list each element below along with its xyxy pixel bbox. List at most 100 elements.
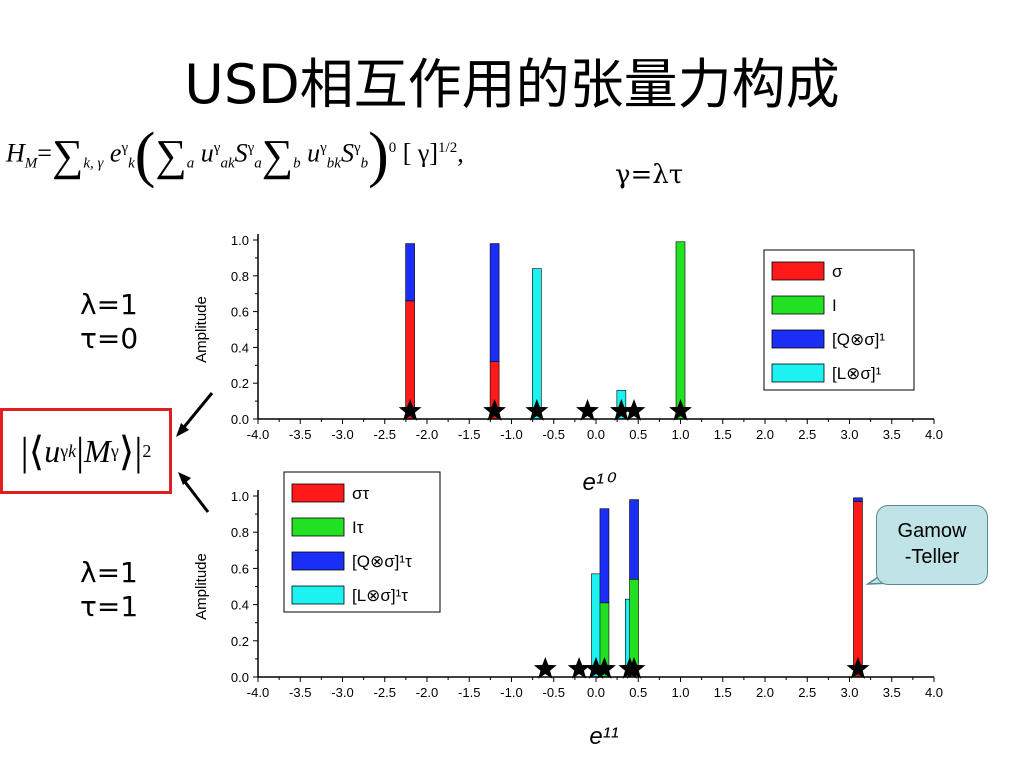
matrix-m-sup: γ — [110, 440, 119, 461]
state-marker-star — [533, 657, 557, 679]
callout-line1: Gamow — [897, 520, 967, 542]
matrix-m: M — [84, 432, 111, 469]
top-lambda: λ=1 — [80, 288, 138, 321]
x-tick-label: -1.5 — [458, 427, 480, 442]
x-tick-label: 3.0 — [840, 427, 858, 442]
x-tick-label: 0.0 — [587, 427, 605, 442]
matrix-mid-bar: | — [76, 428, 85, 474]
right-paren: ) — [368, 121, 389, 189]
sum-b-sub: b — [293, 155, 301, 172]
state-marker-star — [483, 399, 506, 421]
x-tick-label: 4.0 — [925, 427, 943, 442]
state-marker-star — [525, 399, 549, 421]
x-tick-label: -3.5 — [289, 685, 311, 700]
formula-u2: u — [307, 138, 321, 168]
state-marker-star — [593, 657, 616, 679]
y-tick-label: 0.8 — [231, 269, 249, 284]
arrow-head-top — [176, 423, 189, 437]
arrow-to-top-chart — [178, 392, 214, 433]
legend-swatch — [291, 483, 345, 503]
bar-segment — [853, 497, 863, 502]
sum-sign-b: ∑ — [261, 131, 294, 180]
arrow-to-bottom-chart — [180, 477, 210, 513]
x-tick-label: -1.0 — [500, 427, 522, 442]
x-tick-label: -0.5 — [543, 427, 565, 442]
legend-swatch — [291, 517, 345, 537]
legend-label: [Q⊗σ]¹ — [832, 330, 885, 349]
formula-s2: S — [340, 138, 354, 168]
formula-e-sup: γ — [121, 139, 129, 156]
x-tick-label: -2.5 — [374, 427, 396, 442]
y-tick-label: 0.6 — [231, 305, 249, 320]
state-marker-star — [584, 657, 608, 679]
x-tick-label: 2.0 — [756, 427, 774, 442]
matrix-u: u — [44, 432, 61, 469]
state-marker-star — [669, 399, 692, 421]
y-tick-label: 0.0 — [231, 670, 249, 685]
y-tick-label: 0.2 — [231, 634, 249, 649]
y-tick-label: 0.0 — [231, 412, 249, 427]
slide-title: USD相互作用的张量力构成 — [184, 53, 840, 116]
legend-swatch — [771, 261, 825, 281]
y-tick-label: 0.4 — [231, 598, 249, 613]
state-marker-star — [567, 657, 591, 679]
top-quantum-numbers: λ=1 τ=0 — [80, 288, 138, 356]
formula-equals: = — [37, 138, 52, 168]
legend-label: [L⊗σ]¹τ — [352, 586, 408, 605]
legend-swatch — [291, 585, 345, 605]
formula-outer-sup: 0 — [388, 139, 397, 156]
legend-swatch — [771, 363, 825, 383]
x-tick-label: -2.0 — [416, 427, 438, 442]
x-tick-label: 3.5 — [883, 685, 901, 700]
formula-e-sub: k — [128, 155, 135, 172]
x-tick-label: 1.5 — [714, 427, 732, 442]
x-tick-label: -3.5 — [289, 427, 311, 442]
x-tick-label: 2.5 — [798, 427, 816, 442]
bottom-tau: τ=1 — [80, 590, 139, 623]
matrix-left-bars: |⟨ — [20, 428, 45, 474]
legend-label: I — [832, 296, 837, 315]
formula-u1: u — [200, 138, 214, 168]
y-axis-label: Amplitude — [193, 296, 210, 363]
formula-u1-sup: γ — [213, 139, 221, 156]
bar-segment — [853, 501, 863, 678]
formula-s2-sub: b — [360, 155, 369, 172]
state-marker-star — [622, 657, 646, 679]
left-paren: ( — [134, 121, 156, 189]
state-marker-star — [846, 657, 870, 679]
formula-tail: , — [457, 138, 464, 168]
y-tick-label: 0.6 — [231, 561, 249, 576]
sum-sign-k: ∑ — [51, 131, 84, 180]
formula-lhs: H — [6, 138, 25, 168]
gamma-relation: γ=λτ — [615, 160, 684, 190]
matrix-u-sub: k — [68, 440, 77, 461]
matrix-u-sup: γ — [60, 440, 69, 461]
bar-segment — [489, 243, 500, 363]
legend-swatch — [291, 551, 345, 571]
gamow-teller-callout: Gamow -Teller — [876, 505, 988, 585]
x-tick-label: -2.5 — [374, 685, 396, 700]
bar-segment — [405, 243, 415, 302]
legend-label: [L⊗σ]¹ — [832, 364, 882, 383]
matrix-power: 2 — [142, 440, 152, 461]
y-tick-label: 0.8 — [231, 525, 249, 540]
x-tick-label: 2.5 — [798, 685, 816, 700]
formula-u1-sub: ak — [220, 155, 235, 172]
y-tick-label: 1.0 — [231, 489, 249, 504]
formula-u2-sub: bk — [326, 155, 341, 172]
x-tick-label: 2.0 — [756, 685, 774, 700]
formula-e: e — [109, 138, 122, 168]
legend-label: στ — [352, 484, 369, 503]
sum-k-sub: k, γ — [83, 155, 104, 172]
bar-segment — [599, 508, 610, 604]
x-tick-label: -1.0 — [500, 685, 522, 700]
legend-swatch — [771, 295, 825, 315]
y-tick-label: 1.0 — [231, 233, 249, 248]
formula-bracket-sup: 1/2 — [438, 139, 458, 156]
formula-u2-sup: γ — [320, 139, 327, 156]
x-axis-label: e¹⁰ — [583, 469, 617, 496]
x-tick-label: 0.0 — [587, 685, 605, 700]
